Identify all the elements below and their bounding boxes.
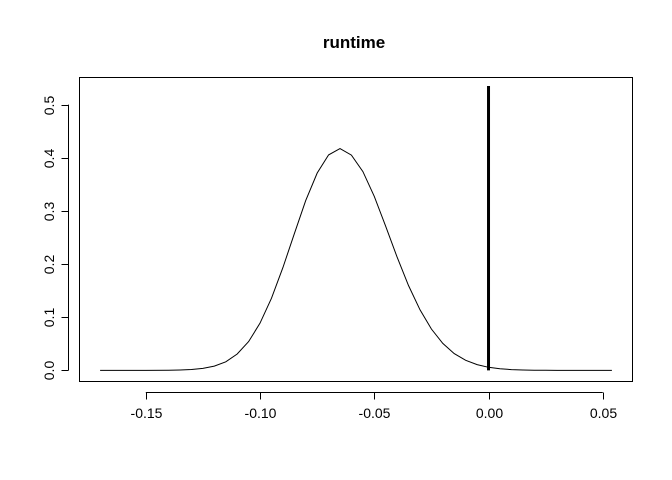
x-tick-label: -0.05: [359, 405, 391, 421]
x-tick-label: -0.15: [131, 405, 163, 421]
y-tick-label: 0.3: [41, 202, 57, 222]
y-tick-label: 0.5: [41, 96, 57, 116]
x-axis: -0.15 -0.10 -0.05 0.00 0.05: [131, 392, 617, 421]
plot-area-border: [79, 77, 633, 382]
x-tick-label: -0.10: [245, 405, 277, 421]
y-axis: 0.0 0.1 0.2 0.3 0.4 0.5: [41, 96, 69, 381]
y-tick-label: 0.4: [41, 149, 57, 169]
y-tick-label: 0.2: [41, 255, 57, 275]
y-tick-label: 0.0: [41, 361, 57, 381]
density-curve: [100, 148, 612, 371]
chart-title: runtime: [323, 33, 385, 52]
x-tick-label: 0.05: [590, 405, 617, 421]
y-tick-label: 0.1: [41, 308, 57, 328]
series-layer: [100, 85, 612, 371]
x-tick-label: 0.00: [476, 405, 503, 421]
